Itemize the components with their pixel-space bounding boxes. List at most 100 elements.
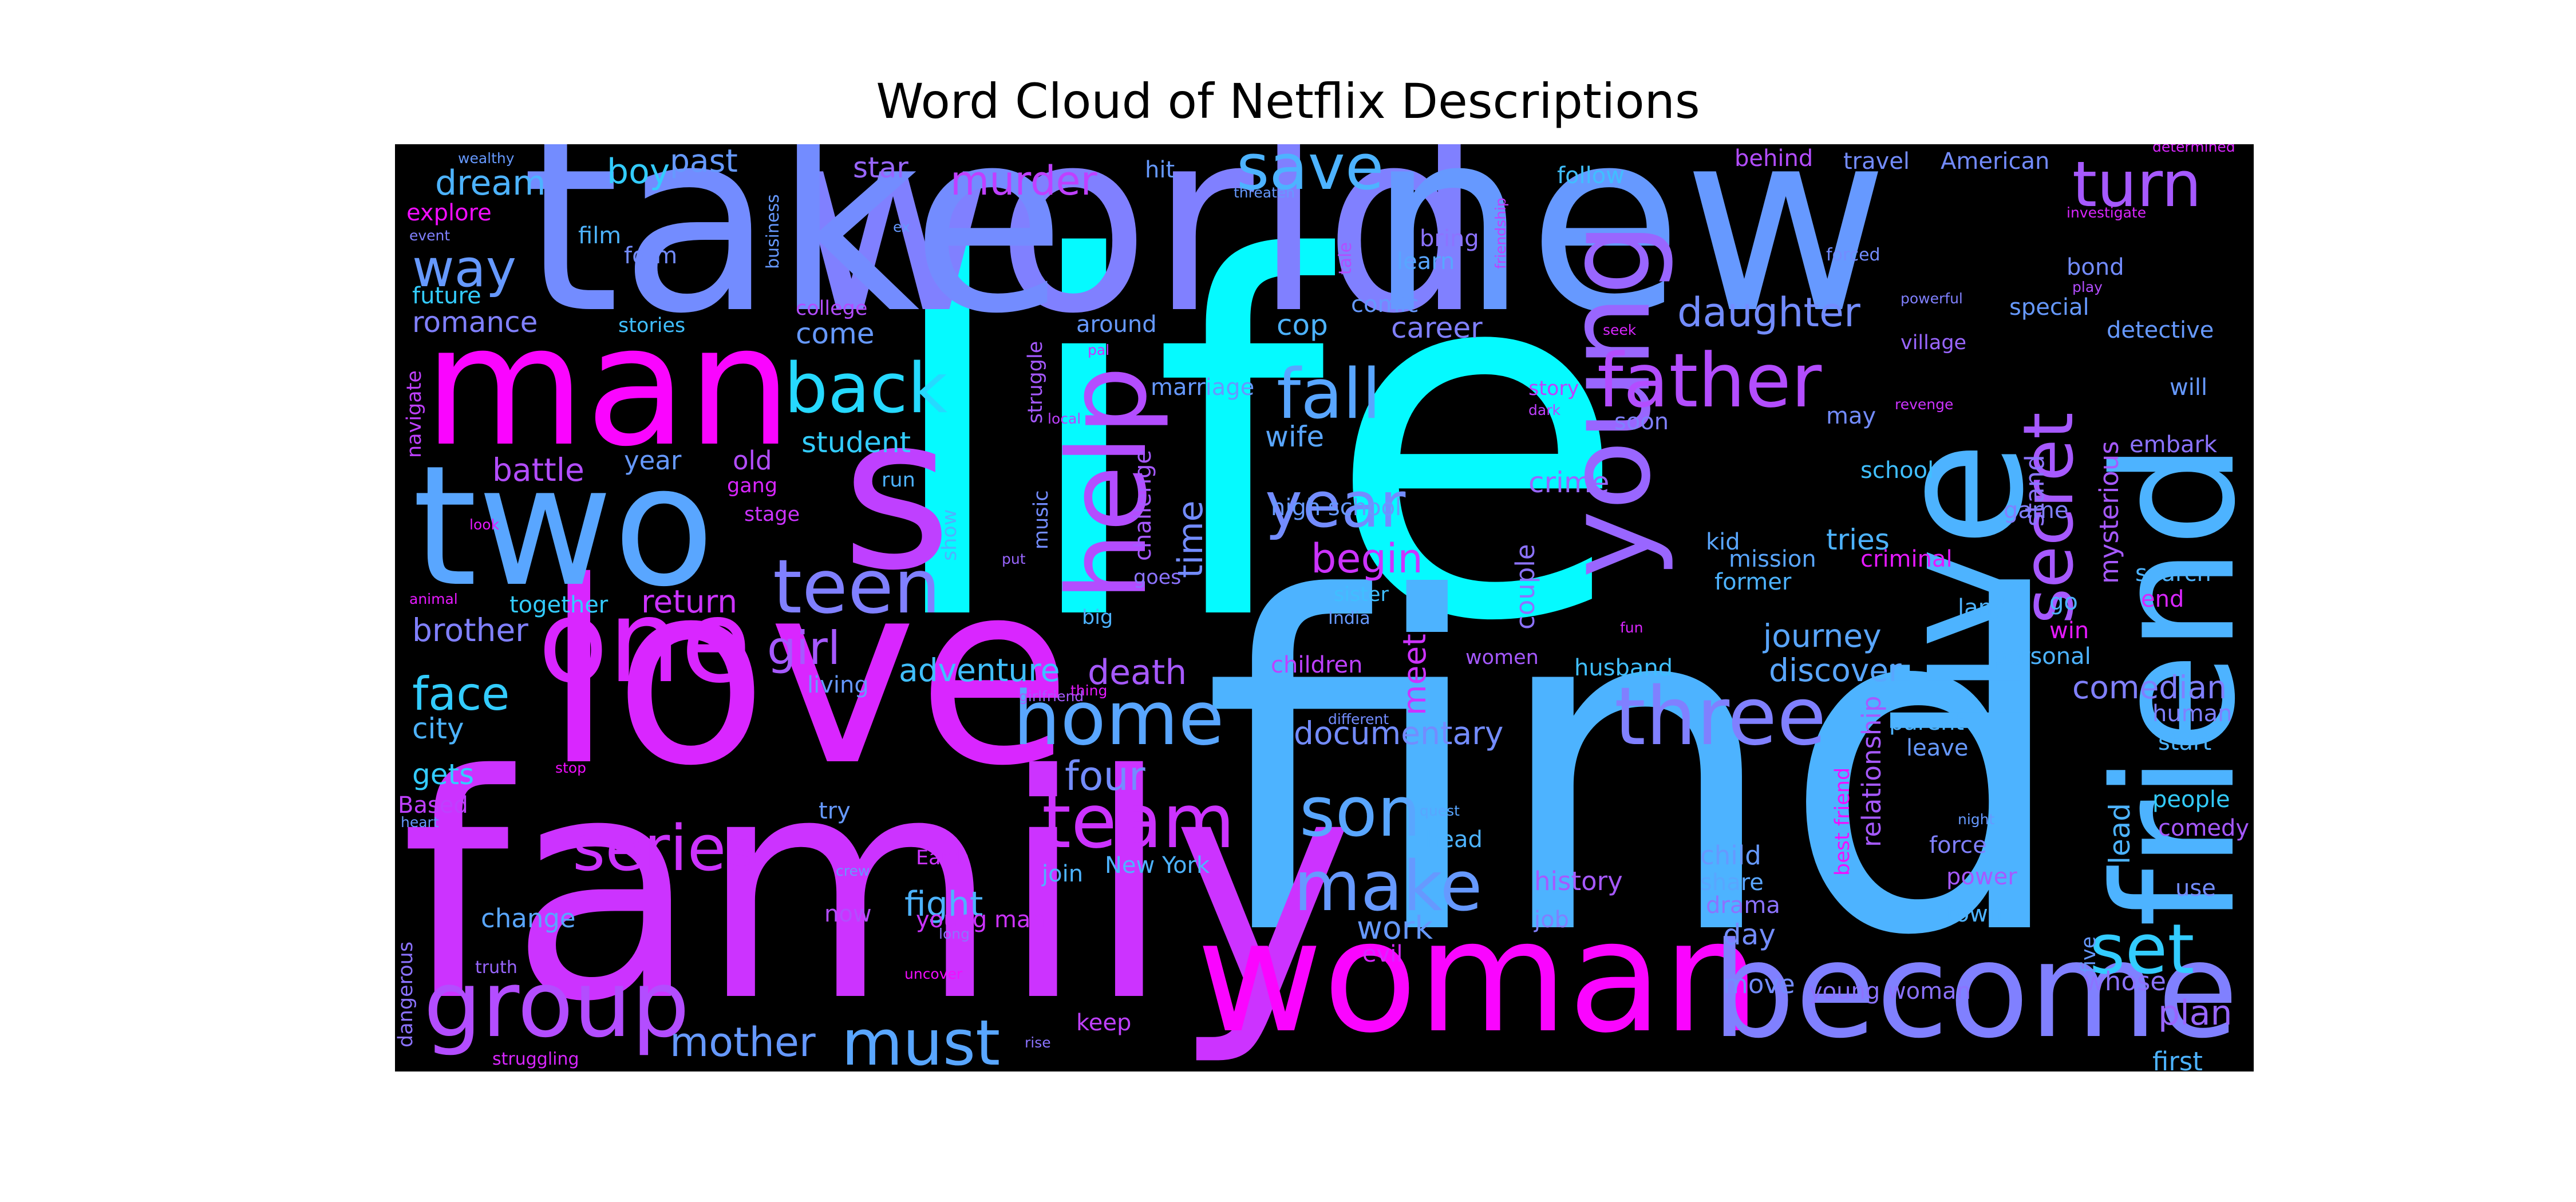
word-share: share: [1700, 869, 1764, 896]
word-mission: mission: [1729, 546, 1816, 572]
word-around: around: [1076, 311, 1157, 338]
word-girlfriend: girlfriend: [1019, 688, 1084, 705]
word-leave: leave: [1906, 735, 1969, 761]
word-based: Based: [398, 792, 468, 819]
word-human: human: [2152, 701, 2233, 727]
word-secret: secret: [2009, 412, 2089, 624]
word-will: will: [2170, 374, 2207, 401]
word-film: film: [578, 223, 621, 249]
word-town: town: [1946, 901, 2002, 927]
word-story: story: [1528, 377, 1579, 400]
word-gets: gets: [412, 758, 474, 791]
word-earth: Earth: [916, 847, 970, 869]
word-threaten: threaten: [1234, 184, 1295, 201]
word-three: three: [1614, 670, 1826, 764]
word-different: different: [1328, 711, 1389, 727]
word-group: group: [424, 951, 690, 1058]
word-school: school: [1860, 457, 1934, 484]
word-teen: teen: [773, 543, 941, 630]
word-student: student: [801, 426, 911, 459]
word-year: year: [624, 445, 682, 476]
word-turn: turn: [2072, 148, 2202, 221]
word-heart: heart: [401, 814, 439, 831]
word-mysterious: mysterious: [2094, 441, 2124, 584]
word-crew: crew: [836, 863, 870, 879]
word-five: five: [2077, 936, 2100, 973]
word-determined: determined: [2152, 144, 2235, 155]
word-s: s: [841, 371, 952, 617]
word-documentary: documentary: [1294, 715, 1503, 752]
word-find: find: [1202, 502, 2072, 1035]
word-dream: dream: [435, 163, 546, 203]
word-living: living: [807, 672, 869, 698]
word-kid: kid: [1706, 529, 1740, 555]
word-women: women: [1465, 646, 1539, 669]
word-thing: thing: [1070, 682, 1107, 699]
word-journey: journey: [1763, 618, 1882, 654]
word-soon: soon: [1614, 409, 1669, 435]
word-new: new: [1368, 144, 1888, 369]
word-local: local: [1048, 410, 1081, 427]
word-truth: truth: [475, 958, 517, 978]
word-seek: seek: [1603, 322, 1637, 338]
word-girl: girl: [767, 622, 840, 675]
word-tries: tries: [1826, 523, 1890, 556]
word-keep: keep: [1076, 1010, 1131, 1036]
word-forced: forced: [1826, 245, 1880, 265]
word-investigate: investigate: [2067, 204, 2146, 221]
word-whose: whose: [2084, 966, 2166, 997]
word-stories: stories: [618, 314, 685, 337]
word-young-woman: young woman: [1809, 978, 1971, 1005]
word-end: end: [2141, 586, 2184, 612]
word-city: city: [412, 712, 464, 745]
word-year: year: [1265, 468, 1406, 541]
word-new-york: New York: [1105, 852, 1210, 879]
word-hit: hit: [1145, 157, 1175, 183]
word-friend: friend: [2079, 442, 2254, 927]
word-former: former: [1714, 569, 1792, 595]
word-business: business: [763, 194, 783, 269]
word-star: star: [853, 151, 908, 184]
word-music: music: [1030, 491, 1053, 549]
word-past: past: [670, 144, 738, 179]
word-people: people: [2152, 786, 2230, 813]
word-home: home: [1013, 675, 1224, 762]
word-family: family: [401, 710, 1355, 1069]
word-series: series: [572, 812, 759, 885]
word-save: save: [1236, 144, 1384, 204]
word-back: back: [784, 349, 948, 429]
word-revenge: revenge: [1895, 396, 1953, 413]
word-head: head: [1425, 827, 1483, 853]
word-discover: discover: [1769, 652, 1902, 689]
word-boy: boy: [607, 152, 670, 192]
word-challenge: challenge: [1130, 450, 1156, 561]
word-struggling: struggling: [492, 1049, 579, 1069]
word-return: return: [641, 583, 737, 620]
word-father: father: [1597, 337, 1822, 424]
word-world: world: [790, 144, 1484, 369]
word-life: life: [879, 156, 1629, 729]
word-fun: fun: [1620, 619, 1643, 636]
word-children: children: [1271, 652, 1363, 678]
word-marriage: marriage: [1151, 374, 1254, 401]
word-couple: couple: [1510, 544, 1540, 630]
word-rise: rise: [1025, 1034, 1051, 1051]
word-american: American: [1941, 148, 2049, 175]
word-one: one: [538, 575, 751, 709]
word-best-friend: best friend: [1831, 768, 1854, 876]
word-win: win: [2049, 618, 2089, 644]
word-power: power: [1946, 864, 2017, 890]
word-long: long: [939, 926, 970, 942]
word-together: together: [509, 592, 609, 618]
word-become: become: [1712, 915, 2238, 1067]
word-job: job: [1534, 907, 1569, 933]
word-relationship: relationship: [1856, 695, 1887, 847]
word-animal: animal: [409, 591, 458, 607]
word-run: run: [882, 469, 915, 492]
word-navigate: navigate: [403, 370, 426, 458]
word-face: face: [412, 667, 509, 721]
word-change: change: [481, 903, 576, 934]
word-set: set: [2089, 910, 2194, 990]
word-way: way: [412, 239, 516, 299]
word-live: live: [1862, 441, 2061, 744]
